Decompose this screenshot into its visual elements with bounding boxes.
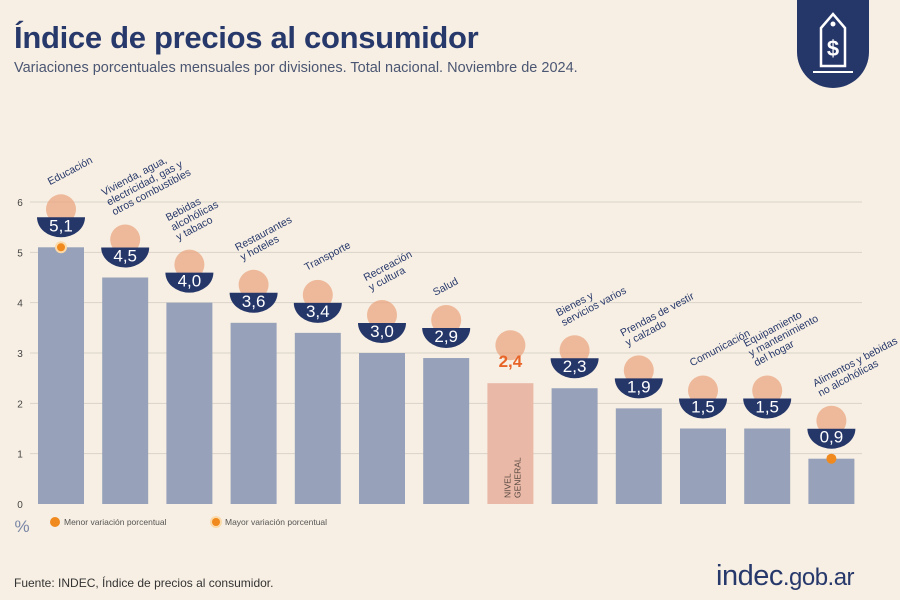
category-icon	[559, 335, 590, 366]
value-badge	[422, 328, 471, 349]
bar	[808, 458, 855, 504]
legend-marker-mayor-core	[212, 518, 220, 526]
y-tick-label: 6	[17, 198, 23, 209]
category-icon	[431, 305, 462, 336]
bar	[551, 388, 598, 504]
y-axis-unit: %	[14, 517, 29, 536]
data-label: 5,1	[49, 216, 73, 235]
data-label: 3,6	[242, 292, 266, 311]
y-tick-label: 2	[17, 399, 23, 410]
category-label: Educación	[46, 154, 95, 188]
brand-domain: .gob.ar	[782, 564, 855, 591]
bar	[102, 277, 149, 504]
category-label: Bebidasalcohólicasy tabaco	[164, 189, 226, 243]
bar	[744, 428, 791, 504]
category-icon	[367, 300, 397, 330]
bar	[38, 247, 84, 505]
indec-brand: indec.gob.ar	[716, 560, 855, 593]
y-tick-label: 3	[17, 349, 23, 360]
category-label: Salud	[431, 275, 460, 298]
value-badge	[229, 292, 278, 313]
value-badge	[743, 398, 792, 419]
value-badge	[358, 323, 406, 343]
bar	[487, 383, 534, 504]
data-label: 3,0	[370, 322, 394, 341]
data-label: 2,9	[434, 327, 458, 346]
bar	[615, 408, 662, 504]
category-label: Prendas de vestiry calzado	[618, 290, 701, 349]
category-label: Alimentos y bebidasno alcohólicas	[811, 335, 900, 399]
indec-price-tag-logo: $	[797, 0, 869, 88]
mayor-marker-core	[57, 243, 65, 252]
category-icon	[174, 249, 205, 280]
bar	[166, 302, 213, 504]
category-icon	[495, 330, 526, 361]
category-label: Restaurantesy hoteles	[233, 214, 299, 264]
category-label: Recreacióny cultura	[362, 248, 420, 293]
menor-marker	[826, 453, 837, 464]
value-badge	[550, 358, 599, 379]
category-label: Comunicación	[688, 327, 753, 369]
y-tick-label: 0	[17, 500, 23, 511]
category-label: Equipamientoy mantenimientodel hogar	[742, 303, 826, 369]
legend-label-menor: Menor variación porcentual	[64, 517, 167, 527]
value-badge	[101, 247, 150, 268]
category-label: NIVELGENERAL	[502, 457, 522, 498]
category-icon	[816, 405, 847, 436]
page-title: Índice de precios al consumidor	[14, 20, 479, 55]
data-label: 2,3	[563, 357, 587, 376]
data-label: 4,5	[113, 247, 137, 266]
bar	[680, 428, 726, 504]
data-label: 3,4	[306, 302, 330, 321]
category-icon	[752, 375, 783, 406]
category-label: Bienes yservicios varios	[554, 275, 628, 329]
y-tick-label: 1	[17, 450, 23, 461]
bar	[423, 358, 470, 504]
category-icon	[46, 194, 76, 225]
data-label: 1,5	[691, 398, 715, 417]
bar	[230, 322, 277, 504]
value-badge	[293, 302, 342, 323]
category-label: Transporte	[303, 239, 353, 273]
value-badge	[37, 217, 85, 238]
y-tick-label: 4	[17, 299, 23, 310]
bar	[294, 332, 341, 504]
data-label: 4,0	[178, 272, 202, 291]
legend-label-mayor: Mayor variación porcentual	[225, 517, 327, 527]
category-icon	[110, 224, 141, 255]
data-label: 2,4	[499, 352, 523, 371]
y-tick-label: 5	[17, 248, 23, 259]
legend-marker-menor	[50, 517, 60, 527]
data-label: 1,5	[755, 398, 779, 417]
value-badge	[614, 378, 663, 399]
source-note: Fuente: INDEC, Índice de precios al cons…	[14, 576, 274, 590]
value-badge	[679, 398, 727, 419]
category-icon	[688, 375, 718, 406]
category-icon	[238, 269, 269, 300]
page-subtitle: Variaciones porcentuales mensuales por d…	[14, 60, 578, 76]
category-icon	[623, 355, 654, 386]
value-badge	[807, 428, 856, 449]
value-badge	[165, 272, 214, 293]
price-tag-icon: $	[813, 12, 853, 73]
brand-main: indec	[716, 560, 783, 592]
bar	[359, 353, 405, 504]
data-label: 1,9	[627, 377, 651, 396]
category-icon	[302, 279, 333, 310]
svg-text:$: $	[827, 36, 839, 61]
data-label: 0,9	[820, 428, 844, 447]
